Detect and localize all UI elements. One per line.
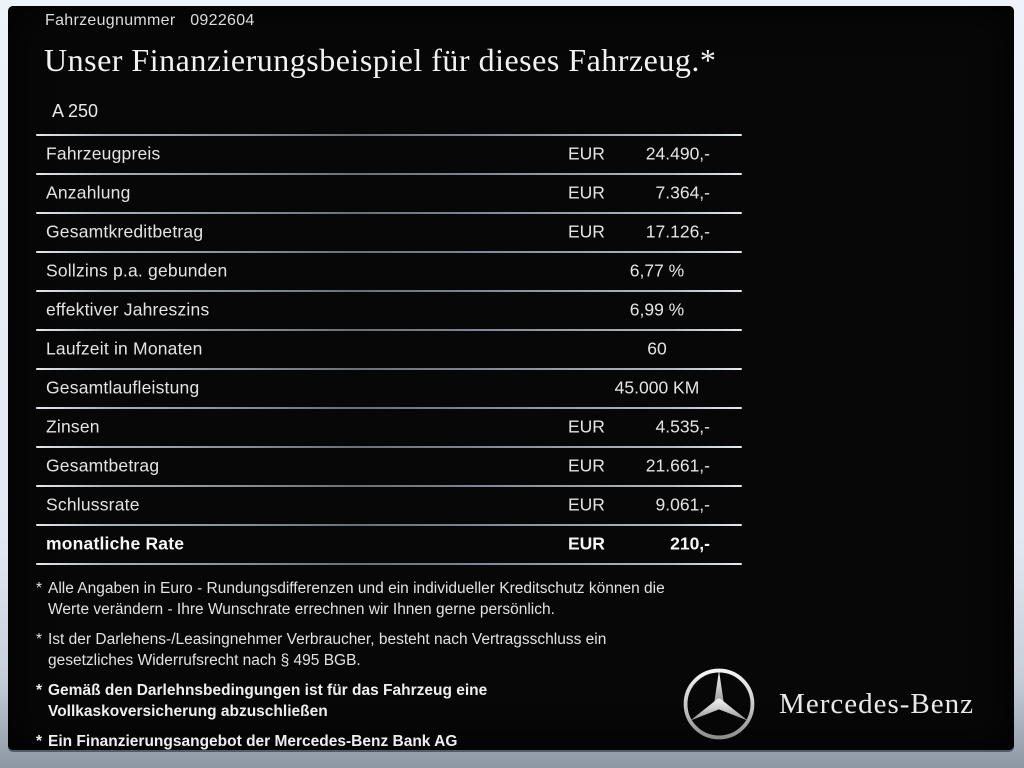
table-row: Anzahlung EUR 7.364,-: [36, 173, 742, 212]
row-currency: EUR: [568, 182, 605, 202]
table-row: Gesamtkreditbetrag EUR 17.126,-: [36, 212, 742, 251]
table-row: Laufzeit in Monaten 60: [36, 329, 742, 368]
footnote: * Ist der Darlehens-/Leasingnehmer Verbra…: [36, 629, 748, 671]
row-amount: 21.661,-: [645, 455, 710, 475]
row-label: effektiver Jahreszins: [46, 299, 210, 319]
row-label: Fahrzeugpreis: [46, 143, 161, 163]
row-currency: EUR: [568, 143, 605, 163]
table-row: Gesamtbetrag EUR 21.661,-: [36, 446, 742, 485]
row-currency: EUR: [568, 416, 605, 436]
row-value: 6,77 %: [629, 260, 685, 280]
row-amount: 7.364,-: [655, 182, 710, 202]
vehicle-number-value: 0922604: [190, 12, 255, 29]
table-row: effektiver Jahreszins 6,99 %: [36, 290, 742, 329]
row-amount: 4.535,-: [655, 416, 710, 436]
row-currency: EUR: [568, 455, 605, 475]
row-value: 6,99 %: [629, 299, 685, 319]
footnote: * Gemäß den Darlehnsbedingungen ist für d…: [36, 680, 748, 722]
table-row: Sollzins p.a. gebunden 6,77 %: [36, 251, 742, 290]
row-label: Gesamtbetrag: [46, 455, 160, 475]
footnote-text: Ist der Darlehens-/Leasingnehmer Verbrau…: [48, 631, 607, 669]
footnote-marker: *: [36, 631, 43, 648]
mercedes-star-icon: [683, 668, 755, 740]
row-label: Schlussrate: [46, 494, 140, 514]
row-value: 60: [647, 338, 667, 358]
row-label: Sollzins p.a. gebunden: [46, 260, 228, 280]
footnote: * Alle Angaben in Euro - Rundungsdifferen…: [36, 578, 748, 620]
footnote-text: Gemäß den Darlehnsbedingungen ist für da…: [48, 682, 488, 720]
row-label: Zinsen: [46, 416, 100, 436]
row-amount: 17.126,-: [645, 221, 710, 241]
row-label: monatliche Rate: [46, 533, 185, 553]
row-currency: EUR: [568, 494, 605, 514]
finance-sheet: Fahrzeugnummer 0922604 Unser Finanzierun…: [8, 6, 1014, 750]
footnote-text: Ein Finanzierungsangebot der Mercedes-Be…: [48, 733, 458, 750]
row-value: 45.000 KM: [614, 377, 700, 397]
row-currency: EUR: [568, 533, 605, 553]
vehicle-model: A 250: [52, 101, 99, 121]
row-label: Laufzeit in Monaten: [46, 338, 203, 358]
footnote-marker: *: [36, 580, 43, 597]
row-label: Gesamtlaufleistung: [46, 377, 200, 397]
footnote: * Ein Finanzierungsangebot der Mercedes-B…: [36, 731, 748, 752]
table-row: monatliche Rate EUR 210,-: [36, 524, 742, 565]
footnote-marker: *: [36, 733, 43, 750]
table-row: Fahrzeugpreis EUR 24.490,-: [36, 134, 742, 173]
footnote-text: Alle Angaben in Euro - Rundungsdifferenz…: [48, 580, 665, 618]
vehicle-number-line: Fahrzeugnummer 0922604: [45, 12, 255, 30]
row-amount: 24.490,-: [645, 143, 710, 163]
footnote-marker: *: [36, 682, 43, 699]
page-title: Unser Finanzierungsbeispiel für dieses F…: [44, 42, 717, 78]
row-currency: EUR: [568, 221, 605, 241]
brand-wordmark: Mercedes-Benz: [779, 687, 974, 720]
row-label: Anzahlung: [46, 182, 131, 202]
footnotes: * Alle Angaben in Euro - Rundungsdifferen…: [36, 578, 748, 752]
row-amount: 210,-: [670, 533, 710, 553]
row-amount: 9.061,-: [655, 494, 710, 514]
table-row: Schlussrate EUR 9.061,-: [36, 485, 742, 524]
finance-table: Fahrzeugpreis EUR 24.490,- Anzahlung EUR 7.36…: [36, 134, 742, 565]
table-row: Zinsen EUR 4.535,-: [36, 407, 742, 446]
table-row: Gesamtlaufleistung 45.000 KM: [36, 368, 742, 407]
brand-area: Mercedes-Benz: [681, 666, 996, 742]
vehicle-number-label: Fahrzeugnummer: [45, 12, 176, 29]
row-label: Gesamtkreditbetrag: [46, 221, 204, 241]
